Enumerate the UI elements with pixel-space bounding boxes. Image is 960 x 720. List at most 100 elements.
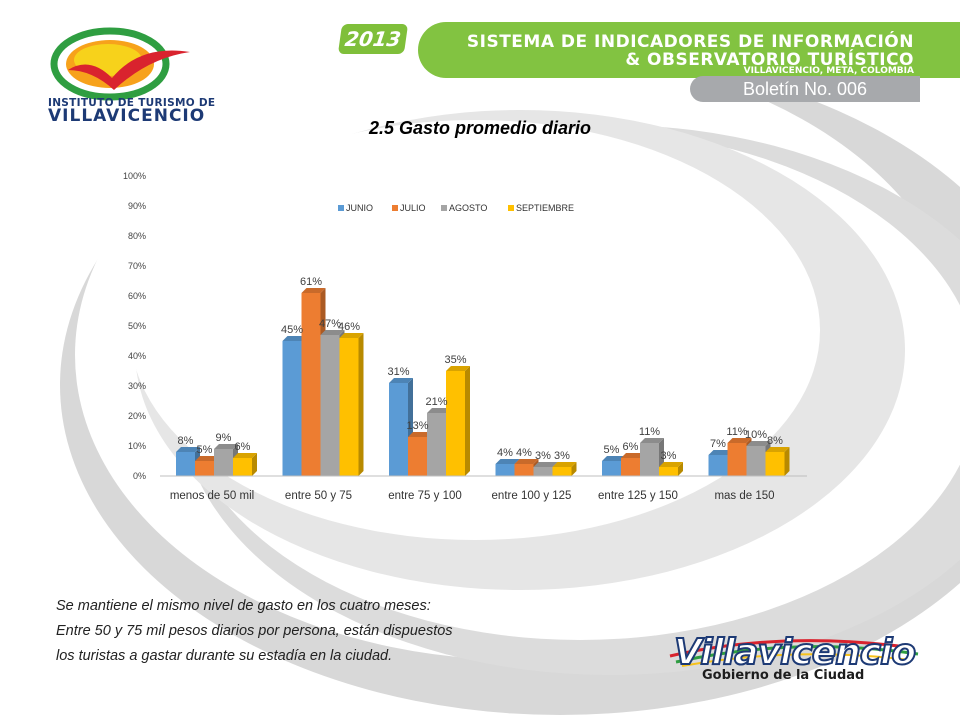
x-tick-label: entre 125 y 150: [598, 490, 678, 502]
header-line1: SISTEMA DE INDICADORES DE INFORMACIÓN: [466, 32, 914, 52]
description-line: Entre 50 y 75 mil pesos diarios por pers…: [56, 623, 453, 639]
y-tick-label: 0%: [133, 471, 146, 481]
bar: [339, 338, 359, 476]
bar: [214, 449, 233, 476]
bar-top: [621, 453, 645, 458]
header-line2: & OBSERVATORIO TURÍSTICO: [625, 50, 914, 70]
data-label: 9%: [216, 432, 232, 444]
bar: [408, 437, 427, 476]
legend-swatch: [441, 205, 447, 211]
y-tick-label: 60%: [128, 291, 146, 301]
data-label: 31%: [387, 366, 409, 378]
y-tick-label: 100%: [123, 171, 146, 181]
bar-group: [176, 288, 790, 476]
data-label: 47%: [319, 318, 341, 330]
header-banner: SISTEMA DE INDICADORES DE INFORMACIÓN & …: [418, 22, 960, 78]
bar-top: [514, 459, 539, 464]
x-tick-label: entre 50 y 75: [285, 490, 352, 502]
bar: [301, 293, 321, 476]
bar-top: [446, 366, 470, 371]
data-label: 6%: [235, 441, 251, 453]
bar-top: [746, 441, 771, 446]
bar-top: [320, 330, 345, 335]
bar-top: [552, 462, 577, 467]
logo-right-subtitle: Gobierno de la Ciudad: [702, 668, 865, 683]
bulletin-badge: Boletín No. 006: [690, 76, 920, 102]
bar-top: [408, 432, 432, 437]
x-tick-label: mas de 150: [714, 490, 774, 502]
bar-top: [301, 288, 326, 293]
bar-top: [602, 456, 626, 461]
bar-top: [659, 462, 683, 467]
bar-top: [195, 456, 219, 461]
bar-side: [678, 462, 683, 476]
tourism-institute-logo: [50, 27, 190, 101]
description-text: Se mantiene el mismo nivel de gasto en l…: [56, 594, 518, 669]
bar: [389, 383, 408, 476]
legend-label: SEPTIEMBRE: [516, 203, 574, 213]
bar: [552, 467, 572, 476]
y-tick-label: 20%: [128, 411, 146, 421]
bar-side: [252, 453, 257, 476]
villavicencio-logo-swoosh: [669, 639, 919, 667]
header-line3: VILLAVICENCIO, META, COLOMBIA: [743, 66, 914, 76]
x-tick-label: entre 75 y 100: [388, 490, 462, 502]
data-label: 7%: [710, 438, 726, 450]
data-label: 10%: [745, 429, 767, 441]
chart-legend: JUNIO JULIO AGOSTO SEPTIEMBRE: [338, 203, 574, 213]
y-tick-label: 70%: [128, 261, 146, 271]
logo-left-line2: VILLAVICENCIO: [48, 106, 206, 126]
y-tick-label: 90%: [128, 201, 146, 211]
y-tick-label: 30%: [128, 381, 146, 391]
data-label: 8%: [767, 435, 783, 447]
data-label: 3%: [535, 450, 551, 462]
data-label: 5%: [197, 444, 213, 456]
data-label: 11%: [726, 426, 747, 438]
bar-top: [233, 453, 257, 458]
bar-top: [339, 333, 364, 338]
bar: [195, 461, 214, 476]
bar-top: [176, 447, 200, 452]
bar: [514, 464, 534, 476]
bar: [320, 335, 340, 476]
bar-top: [495, 459, 520, 464]
data-label: 4%: [516, 447, 532, 459]
y-tick-label: 40%: [128, 351, 146, 361]
bar: [765, 452, 785, 476]
data-label: 6%: [623, 441, 639, 453]
data-label: 5%: [604, 444, 620, 456]
data-labels: 8%5%9%6%45%61%47%46%31%13%21%35%4% 4% 3% 3%…: [178, 276, 784, 462]
chart-title: 2.5 Gasto promedio diario: [368, 118, 592, 138]
data-label: 21%: [425, 396, 447, 408]
legend-swatch: [338, 205, 344, 211]
x-axis: menos de 50 mil entre 50 y 75 entre 75 y 1…: [160, 475, 807, 502]
bar: [640, 443, 659, 476]
description-line: Se mantiene el mismo nivel de gasto en l…: [56, 598, 431, 614]
data-label: 46%: [338, 321, 360, 333]
bar-side: [465, 366, 470, 476]
bar-top: [708, 450, 733, 455]
bar-top: [389, 378, 413, 383]
data-label: 11%: [639, 426, 660, 438]
bar-side: [358, 333, 364, 476]
bar: [602, 461, 621, 476]
x-tick-label: menos de 50 mil: [170, 490, 254, 502]
data-label: 3%: [661, 450, 677, 462]
data-label: 3%: [554, 450, 570, 462]
legend-label: JULIO: [400, 203, 426, 213]
y-axis: 0% 10% 20% 30% 40% 50% 60% 70% 80% 90% 100%: [123, 171, 146, 481]
bar: [621, 458, 640, 476]
legend-swatch: [392, 205, 398, 211]
data-label: 4%: [497, 447, 513, 459]
y-tick-label: 50%: [128, 321, 146, 331]
data-label: 35%: [444, 354, 466, 366]
bar: [708, 455, 728, 476]
legend-label: AGOSTO: [449, 203, 487, 213]
bar: [746, 446, 766, 476]
bar-top: [214, 444, 238, 449]
bar-top: [282, 336, 307, 341]
bar-top: [640, 438, 664, 443]
bar: [427, 413, 446, 476]
